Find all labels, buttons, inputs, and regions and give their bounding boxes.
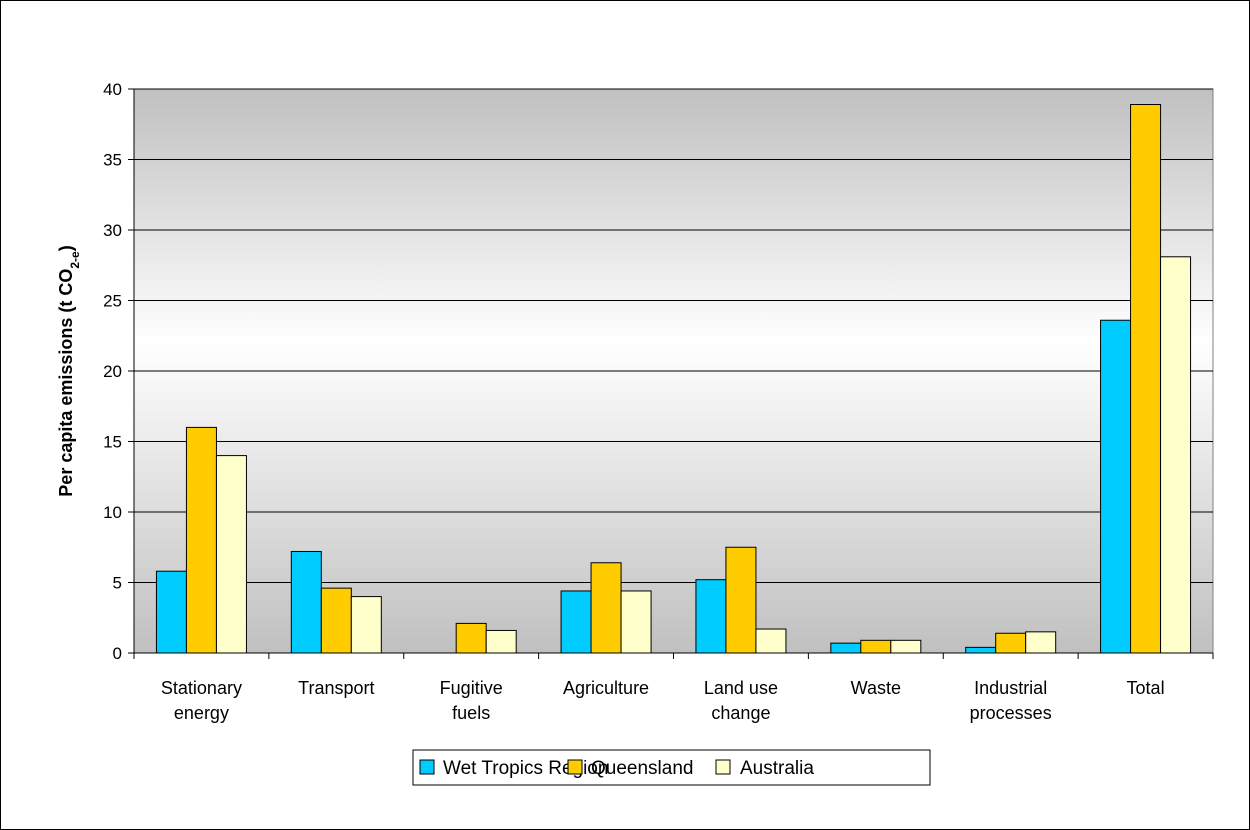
legend-label: Queensland [591, 758, 693, 779]
bar [290, 550, 322, 654]
y-tick-label: 5 [113, 574, 122, 593]
x-tick-label: Transport [298, 678, 374, 698]
bar [890, 639, 922, 654]
y-tick-label: 40 [103, 80, 122, 99]
bar [620, 590, 652, 654]
bar [320, 587, 352, 654]
y-tick-label: 0 [113, 644, 122, 663]
x-tick-label: processes [970, 703, 1052, 723]
bar [860, 639, 892, 654]
y-axis-title-text: Per capita emissions (t CO [56, 269, 76, 497]
y-tick-label: 25 [103, 292, 122, 311]
bar [1025, 631, 1057, 654]
x-tick-label: fuels [452, 703, 490, 723]
legend-swatch [567, 759, 583, 775]
bar [185, 426, 217, 654]
y-tick-label: 30 [103, 221, 122, 240]
bar [755, 628, 787, 654]
x-tick-label: energy [174, 703, 229, 723]
x-tick-label: Agriculture [563, 678, 649, 698]
y-axis-title-subscript: 2-e [68, 251, 82, 269]
bar [560, 590, 592, 654]
bar [485, 629, 517, 654]
bar [830, 642, 862, 654]
x-tick-label: Industrial [974, 678, 1047, 698]
bar [590, 562, 622, 654]
bar [695, 579, 727, 654]
x-tick-label: Land use [704, 678, 778, 698]
bar [155, 570, 187, 654]
legend-label: Wet Tropics Region [443, 758, 608, 779]
bar [215, 455, 247, 654]
legend-label: Australia [740, 758, 814, 779]
bar [1160, 256, 1192, 654]
bar [965, 646, 997, 654]
legend-swatch [715, 759, 731, 775]
y-axis-title: Per capita emissions (t CO2-e) [56, 245, 82, 496]
bar [455, 622, 487, 654]
y-tick-label: 35 [103, 151, 122, 170]
y-tick-label: 20 [103, 362, 122, 381]
bar [1100, 319, 1132, 654]
bar [1130, 104, 1162, 654]
bar [725, 546, 757, 654]
legend [412, 749, 931, 786]
x-tick-label: Fugitive [440, 678, 503, 698]
bar [995, 632, 1027, 654]
y-axis-title-end: ) [56, 245, 76, 251]
x-tick-label: Total [1127, 678, 1165, 698]
bar [350, 596, 382, 654]
x-tick-label: change [711, 703, 770, 723]
legend-swatch [419, 759, 435, 775]
x-tick-label: Waste [851, 678, 901, 698]
y-tick-label: 10 [103, 503, 122, 522]
x-tick-label: Stationary [161, 678, 242, 698]
y-tick-label: 15 [103, 433, 122, 452]
